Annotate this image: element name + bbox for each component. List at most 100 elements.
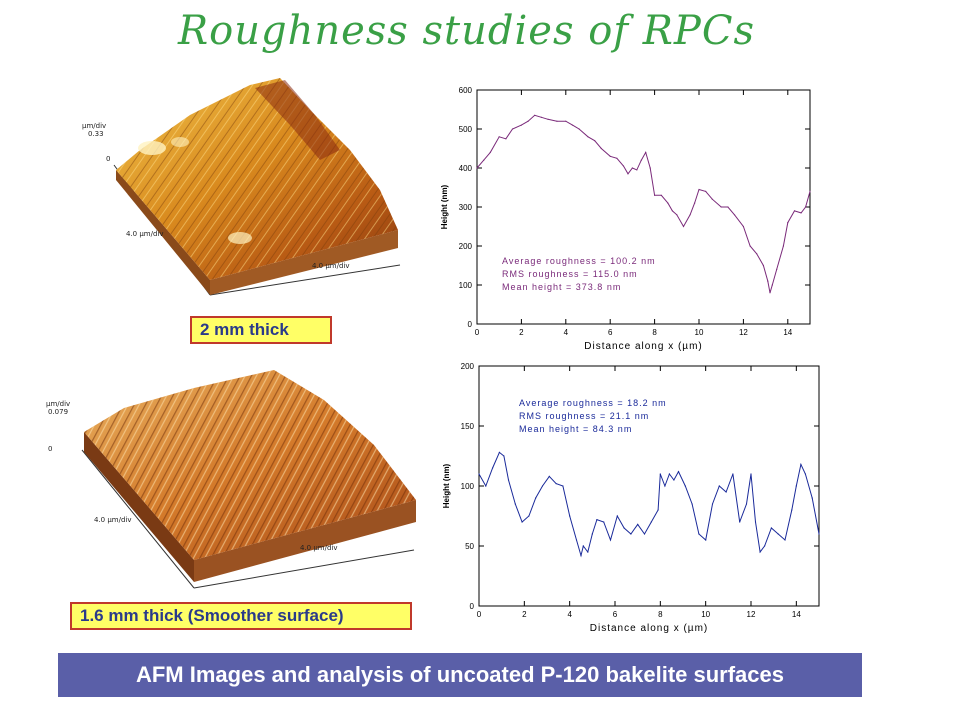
plot-bottom-xtick-label: 6 — [613, 610, 618, 619]
afm-top-x-label-right: 4.0 µm/div — [312, 262, 350, 270]
plot-bottom-data-point — [818, 533, 820, 535]
plot-bottom-data-point — [492, 467, 494, 469]
afm-top-x-label-left: 4.0 µm/div — [126, 230, 164, 238]
plot-bottom-data-point — [603, 521, 605, 523]
plot-bottom-ytick-label: 50 — [465, 542, 474, 551]
plot-top-data-point — [489, 151, 491, 153]
plot-top-data-point — [705, 190, 707, 192]
plot-bottom-data-point — [609, 539, 612, 541]
plot-bottom-data-point — [705, 539, 707, 541]
plot-bottom-data-point — [637, 523, 639, 525]
plot-bottom-data-point — [795, 485, 797, 487]
afm-image-bottom: µm/div 0.079 0 4.0 µm/div 4.0 µm/div — [44, 360, 424, 595]
plot-top-ytick-label: 300 — [459, 203, 473, 212]
plot-bottom-xtick-label: 2 — [522, 610, 527, 619]
afm-bottom-x-label-right: 4.0 µm/div — [300, 544, 338, 552]
plot-top-data-point — [809, 190, 811, 192]
plot-top-data-point — [609, 155, 611, 157]
plot-bottom-data-point — [569, 515, 571, 517]
plot-top-data-point — [793, 210, 796, 212]
plot-bottom-data-point — [750, 473, 752, 475]
plot-bottom-data-point — [764, 545, 766, 547]
plot-bottom-data-point — [745, 503, 748, 505]
afm-image-top: µm/div 0.33 0 4.0 µm/div 4.0 µm/div — [80, 70, 410, 310]
plot-bottom-data-point — [535, 497, 537, 499]
plot-bottom-data-point — [691, 503, 693, 505]
plot-top-data-point — [694, 202, 696, 204]
plot-top-data-point — [649, 167, 651, 169]
plot-bottom-data-point — [498, 451, 500, 453]
plot-top-data-point — [727, 206, 729, 208]
plot-bottom-ytick-label: 150 — [461, 422, 475, 431]
plot-bottom-data-point — [777, 533, 779, 535]
plot-bottom-data-point — [668, 473, 670, 475]
plot-top-xtick-label: 14 — [783, 328, 792, 337]
plot-top-x-axis-label: Distance along x (µm) — [584, 341, 702, 352]
plot-bottom-data-point — [582, 545, 584, 547]
plot-top-data-point — [676, 214, 678, 216]
caption-bottom: 1.6 mm thick (Smoother surface) — [70, 602, 412, 630]
plot-bottom-data-point — [698, 533, 700, 535]
plot-bottom-data-point — [804, 473, 806, 475]
plot-bottom-xtick-label: 0 — [477, 610, 482, 619]
afm-bottom-z-unit: µm/div — [46, 400, 71, 408]
plot-bottom-ytick-label: 200 — [461, 362, 475, 371]
plot-bottom-data-point — [485, 485, 487, 487]
plot-top-xtick-label: 8 — [652, 328, 657, 337]
caption-top: 2 mm thick — [190, 316, 332, 344]
plot-bottom-xtick-label: 4 — [567, 610, 572, 619]
afm-top-z-unit: µm/div — [82, 122, 107, 130]
plot-bottom-data-point — [784, 539, 786, 541]
plot-bottom-ytick-label: 100 — [461, 482, 475, 491]
plot-top-data-point — [571, 124, 574, 126]
plot-top-data-point — [787, 222, 789, 224]
plot-bottom-ytick-label: 0 — [470, 602, 475, 611]
plot-bottom-data-point — [677, 471, 680, 473]
plot-top-data-point — [698, 188, 700, 191]
plot-top-annotation: Mean height = 373.8 nm — [502, 282, 621, 292]
plot-top-ytick-label: 0 — [468, 320, 473, 329]
roughness-chart-bottom: 0 50 100 150 200 0 2 4 6 8 10 12 14 Distance along x … — [442, 362, 820, 634]
plot-bottom-data-point — [521, 521, 523, 523]
plot-bottom-series-line — [478, 451, 820, 558]
plot-bottom-data-point — [725, 491, 727, 493]
plot-top-data-point — [654, 194, 656, 196]
plot-bottom-data-point — [711, 503, 714, 505]
plot-bottom-xtick-label: 8 — [658, 610, 663, 619]
plot-bottom-xtick-label: 14 — [792, 610, 801, 619]
plot-bottom-data-point — [555, 483, 557, 485]
footer-banner: AFM Images and analysis of uncoated P-12… — [58, 653, 862, 697]
plot-bottom-x-axis-label: Distance along x (µm) — [590, 623, 708, 634]
plot-bottom-data-point — [575, 539, 578, 541]
plot-bottom-data-point — [562, 485, 564, 487]
plot-top-data-point — [534, 114, 536, 116]
plot-top-ytick-label: 500 — [459, 125, 473, 134]
plot-bottom-data-point — [800, 463, 802, 465]
plot-top-data-point — [767, 280, 769, 282]
plot-top-data-point — [660, 194, 662, 196]
plot-top-ytick-label: 200 — [459, 242, 473, 251]
plot-bottom-data-point — [770, 527, 772, 529]
plot-bottom-annotation: Mean height = 84.3 nm — [519, 424, 632, 434]
plot-bottom-y-axis-label: Height (nm) — [442, 463, 451, 508]
plot-top-data-point — [805, 206, 807, 208]
plot-top-ytick-label: 100 — [459, 281, 473, 290]
plot-bottom-data-point — [791, 509, 793, 511]
plot-top-annotation: RMS roughness = 115.0 nm — [502, 269, 638, 279]
plot-top-data-point — [720, 206, 722, 208]
plot-top-data-point — [636, 169, 638, 171]
plot-top-ytick-label: 400 — [459, 164, 473, 173]
plot-bottom-data-point — [659, 473, 661, 475]
plot-bottom-data-point — [673, 479, 675, 481]
plot-bottom-data-point — [759, 551, 761, 553]
plot-top-xtick-label: 0 — [475, 328, 480, 337]
plot-top-data-point — [667, 202, 669, 204]
plot-bottom-data-point — [548, 475, 550, 477]
afm-surface-bottom — [81, 370, 416, 589]
plot-top-data-point — [749, 245, 751, 247]
slide-title: Roughness studies of RPCs — [178, 8, 755, 54]
plot-bottom-data-point — [754, 521, 757, 523]
plot-top-data-point — [540, 116, 542, 118]
plot-top-data-point — [756, 253, 758, 255]
plot-bottom-data-point — [528, 515, 530, 517]
